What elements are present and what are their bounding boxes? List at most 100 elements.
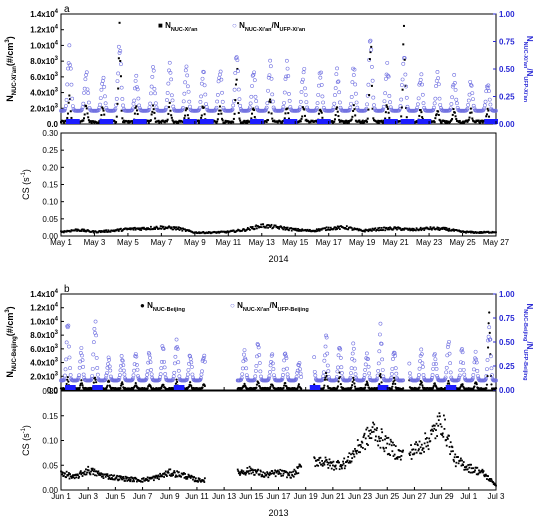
cs-point bbox=[392, 455, 395, 457]
ratio-point bbox=[186, 89, 191, 94]
cs-point bbox=[265, 473, 268, 476]
ratio-point bbox=[443, 375, 448, 380]
ratio-point bbox=[299, 90, 304, 94]
cs-point bbox=[159, 225, 162, 228]
ratio-point bbox=[91, 340, 96, 345]
nuc-point bbox=[169, 109, 172, 112]
ratio-point bbox=[399, 97, 404, 102]
nuc-point bbox=[100, 114, 103, 117]
nuc-point bbox=[92, 381, 95, 384]
cs-point bbox=[340, 465, 343, 468]
cs-point bbox=[144, 479, 147, 481]
nuc-point bbox=[353, 382, 356, 385]
right-axis-label-bottom-sub: UFP-Beijing bbox=[522, 349, 528, 380]
y-tick-label: 4.0x103 bbox=[30, 358, 58, 368]
cs-point bbox=[416, 444, 419, 447]
cs-point bbox=[347, 228, 350, 231]
cs-point bbox=[395, 226, 398, 229]
ratio-point bbox=[353, 372, 358, 377]
x-tick-label: Jun 3 bbox=[78, 492, 98, 501]
cs-point bbox=[281, 469, 284, 472]
ratio-point bbox=[337, 100, 342, 105]
cs-point bbox=[485, 474, 488, 477]
cs-point bbox=[421, 449, 424, 451]
nuc-point bbox=[376, 121, 379, 124]
nuc-point bbox=[168, 106, 171, 109]
cs-point bbox=[125, 477, 128, 480]
ratio-point bbox=[95, 366, 100, 370]
ratio-point bbox=[487, 97, 492, 102]
cs-point bbox=[262, 223, 265, 226]
cs-point bbox=[441, 228, 444, 230]
cs-point bbox=[452, 450, 454, 453]
cs-point bbox=[60, 470, 63, 473]
nuc-point bbox=[452, 108, 455, 111]
nuc-point bbox=[466, 120, 469, 123]
cs-point bbox=[482, 471, 484, 474]
cs-point bbox=[152, 227, 155, 230]
ratio-point bbox=[399, 83, 404, 87]
cs-point bbox=[391, 450, 394, 453]
cs-point bbox=[168, 468, 171, 471]
ratio-point bbox=[466, 98, 471, 103]
cs-point bbox=[420, 443, 423, 446]
nuc-point bbox=[315, 119, 318, 122]
cs-point bbox=[362, 436, 365, 439]
cs-point bbox=[478, 469, 480, 472]
cs-point bbox=[419, 452, 422, 455]
cs-point bbox=[194, 479, 197, 482]
x-tick-label: Jun 5 bbox=[106, 492, 126, 501]
nuc-point bbox=[151, 110, 154, 113]
nuc-point bbox=[172, 120, 175, 123]
cs-point bbox=[488, 479, 491, 482]
cs-point bbox=[119, 476, 122, 479]
ratio-point bbox=[350, 357, 355, 361]
ratio-point bbox=[280, 108, 284, 113]
ratio-point bbox=[182, 91, 187, 96]
cs-point bbox=[286, 476, 288, 479]
cs-point bbox=[469, 230, 472, 233]
y-tick-exp: 3 bbox=[55, 103, 59, 109]
ratio-point bbox=[135, 87, 140, 92]
nuc-point bbox=[131, 120, 134, 123]
nuc-point bbox=[269, 101, 272, 104]
nuc-point bbox=[468, 116, 471, 119]
cs-point bbox=[268, 224, 271, 227]
legend-sub: NUC-Xi'an bbox=[171, 27, 198, 33]
cs-point bbox=[73, 474, 75, 477]
cs-point bbox=[358, 444, 361, 446]
cs-point bbox=[167, 470, 169, 473]
cs-point bbox=[389, 454, 391, 456]
y-tick-exp: 3 bbox=[55, 88, 59, 94]
nuc-point bbox=[184, 109, 187, 112]
y-tick-text: 1.4x10 bbox=[30, 10, 55, 19]
ratio-point bbox=[351, 341, 356, 346]
cs-point bbox=[408, 227, 411, 230]
ratio-point bbox=[445, 353, 450, 358]
npf-day-marker bbox=[199, 119, 214, 124]
cs-point bbox=[435, 227, 438, 230]
cs-point bbox=[171, 474, 173, 477]
ratio-point bbox=[363, 362, 368, 367]
nuc-point bbox=[385, 104, 388, 107]
nuc-point bbox=[333, 118, 336, 121]
ratio-point bbox=[167, 60, 172, 65]
nuc-point bbox=[239, 119, 242, 122]
cs-point bbox=[249, 228, 251, 231]
ratio-point bbox=[104, 373, 109, 378]
ratio-point bbox=[132, 362, 137, 367]
cs-point bbox=[88, 471, 91, 474]
cs-point bbox=[97, 470, 100, 473]
nuc-point bbox=[388, 116, 391, 119]
cs-point bbox=[78, 472, 81, 475]
ratio-point bbox=[119, 85, 124, 90]
cs-point bbox=[152, 475, 155, 478]
cs-point bbox=[248, 465, 251, 468]
cs-point bbox=[65, 476, 67, 479]
ratio-point bbox=[353, 91, 358, 96]
ratio-point bbox=[286, 74, 291, 78]
cs-point bbox=[245, 472, 248, 474]
cs-point bbox=[420, 452, 423, 455]
cs-point bbox=[385, 226, 388, 229]
nuc-point bbox=[461, 383, 464, 386]
